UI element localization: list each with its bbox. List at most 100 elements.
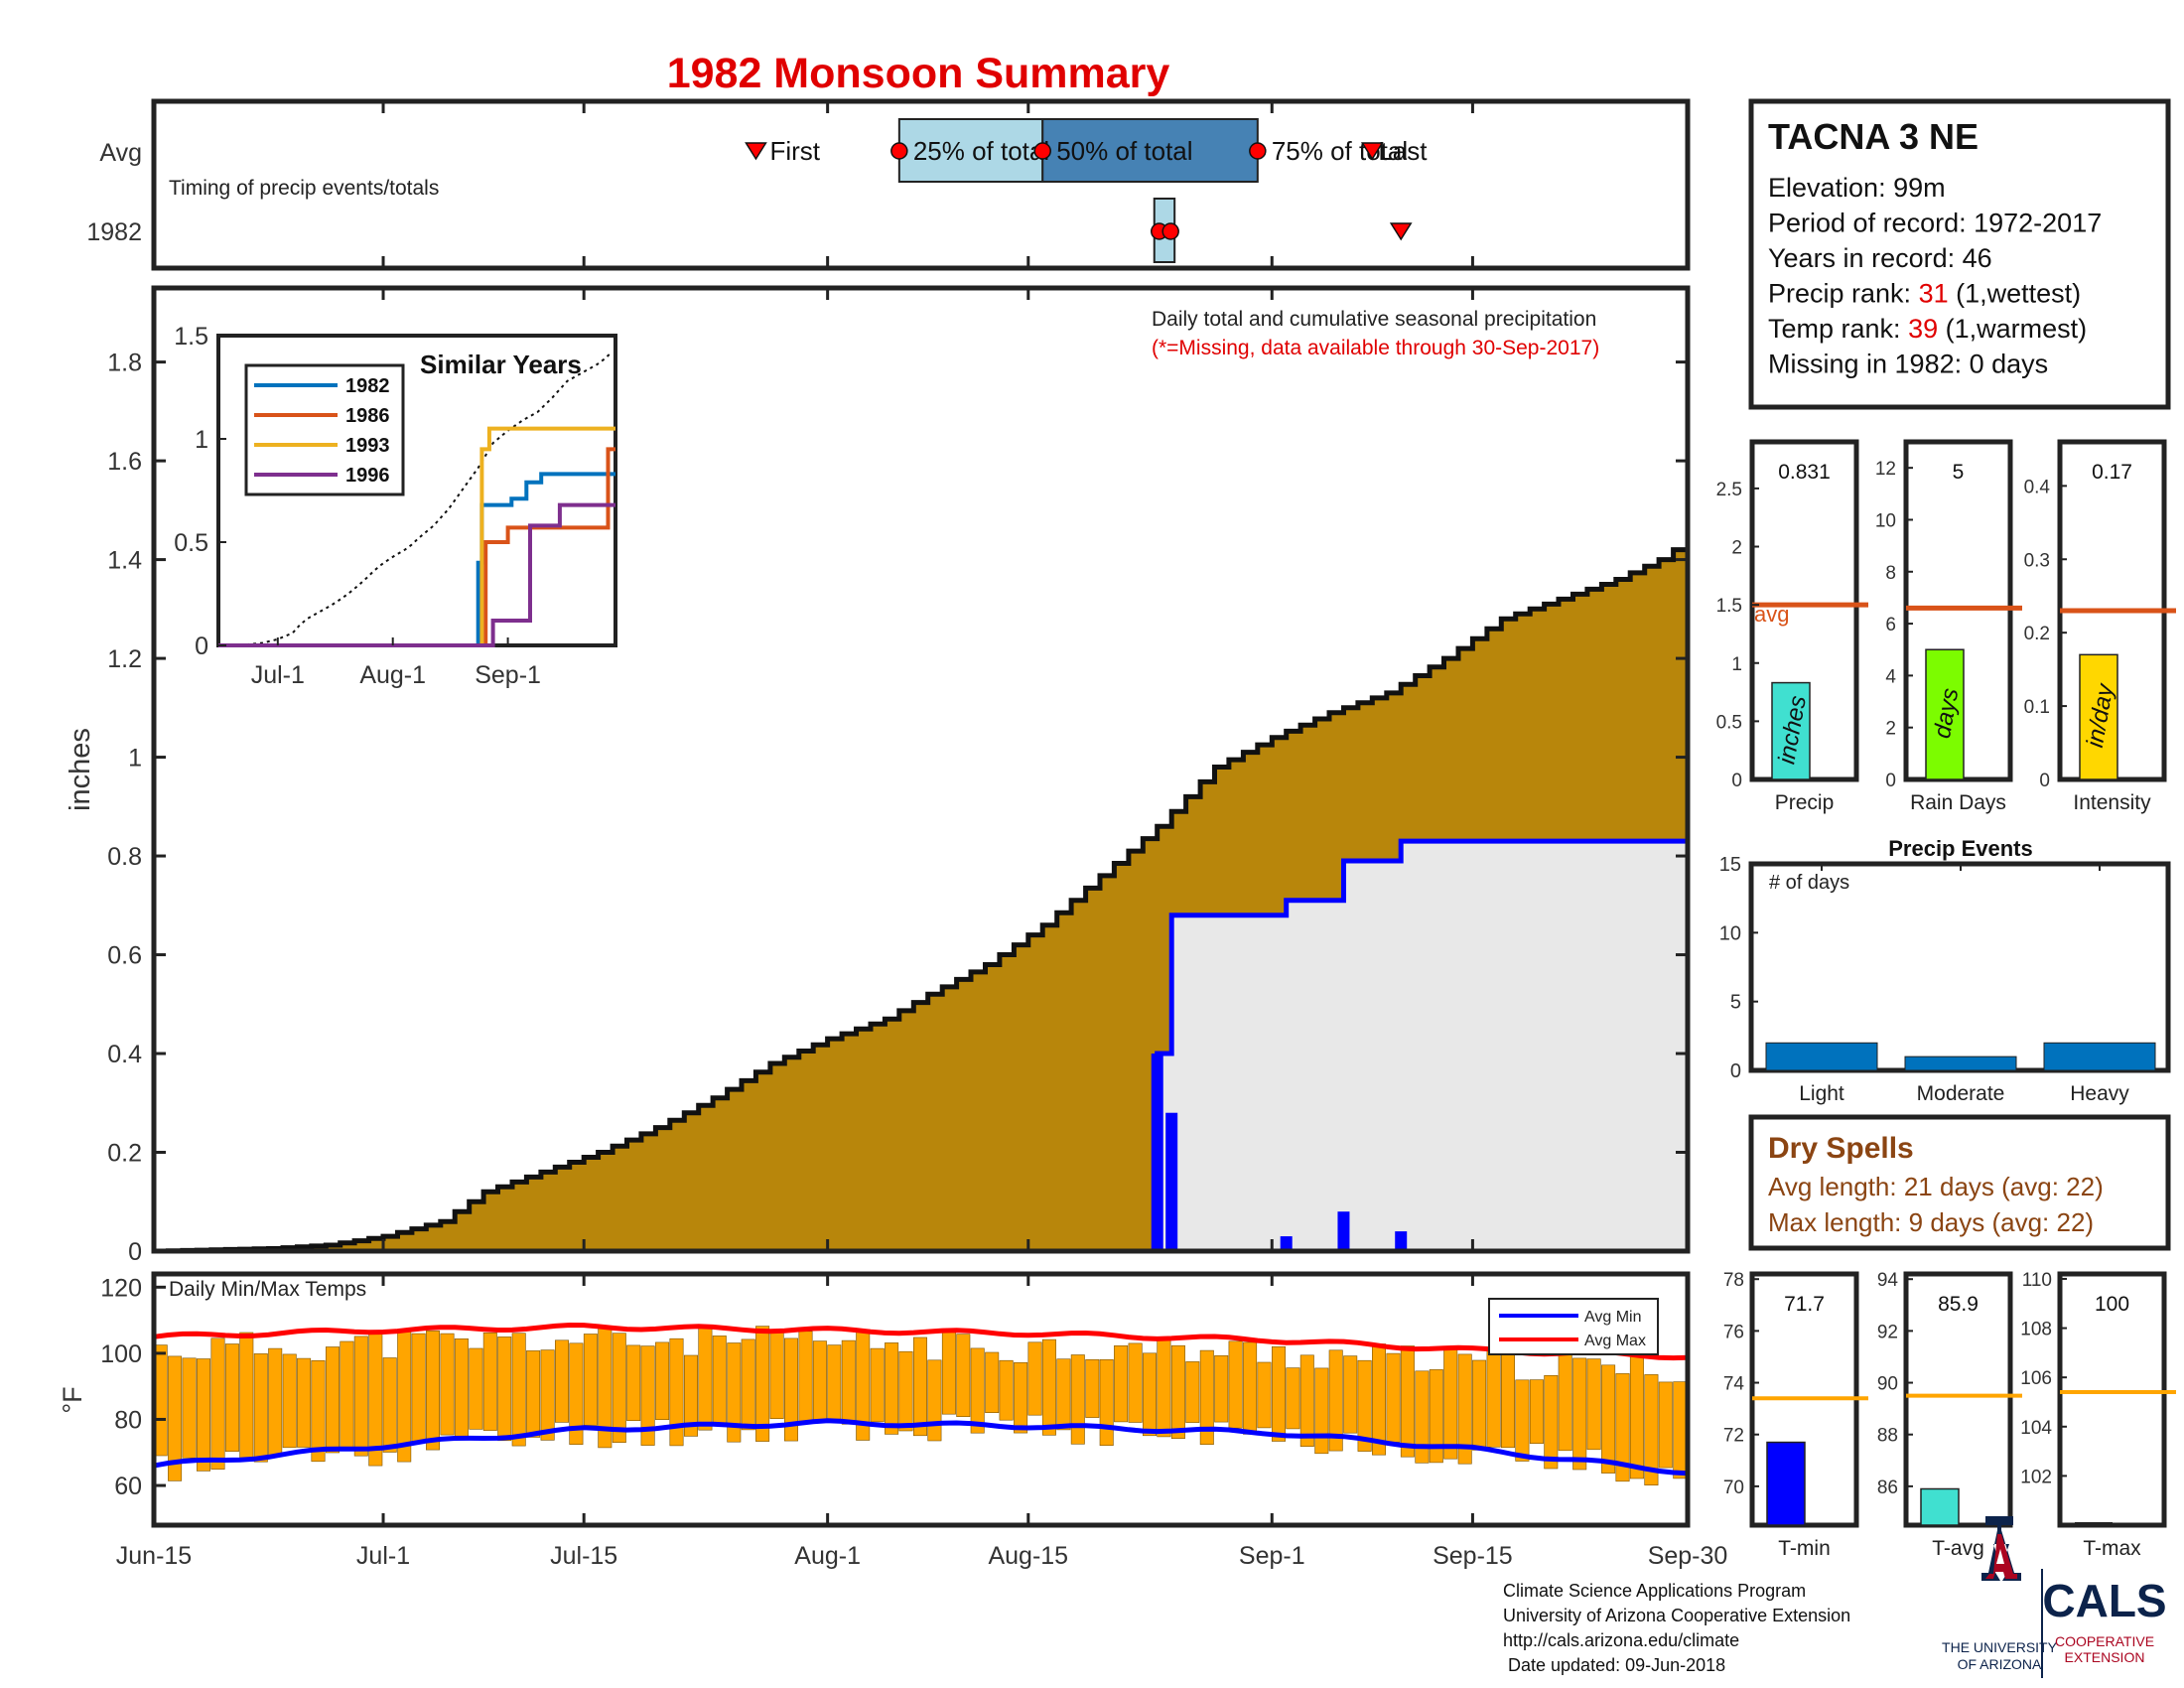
daily-temp-bar bbox=[783, 1337, 798, 1442]
daily-temp-bar bbox=[282, 1353, 297, 1449]
daily-temp-bar bbox=[1243, 1341, 1258, 1435]
daily-temp-bar bbox=[798, 1331, 813, 1424]
temp-legend: Avg Min Avg Max bbox=[1488, 1298, 1659, 1355]
temp-mini-tick-label: 94 bbox=[1877, 1270, 1899, 1291]
daily-temp-bar bbox=[340, 1340, 354, 1449]
daily-temp-bar bbox=[1443, 1345, 1458, 1460]
y-tick-label: 1.6 bbox=[107, 448, 142, 476]
temperature-stat-bars: 71.7 T-min 70 72 74 76 78 85.9 T-avg 86 88 90 92 94 10… bbox=[1723, 1270, 2176, 1560]
station-line: Elevation: 99m bbox=[1768, 173, 1946, 203]
daily-temp-bar bbox=[755, 1326, 770, 1442]
x-tick-label: Jun-15 bbox=[116, 1542, 192, 1570]
daily-temp-bar bbox=[1415, 1370, 1430, 1464]
daily-temp-bar bbox=[927, 1359, 942, 1442]
precip-y-label: inches bbox=[65, 728, 96, 811]
avg-cumulative-outline bbox=[154, 539, 1691, 1254]
daily-temp-bar bbox=[1085, 1359, 1100, 1418]
daily-temp-bar bbox=[1070, 1354, 1085, 1445]
y-tick-label: 0.4 bbox=[107, 1041, 142, 1068]
temp-mini-value-T-min: 71.7 bbox=[1784, 1293, 1825, 1316]
temp-y-tick-label: 120 bbox=[100, 1274, 142, 1302]
temp-mini-bar-T-min bbox=[1766, 1441, 1806, 1526]
timing-caption: Timing of precip events/totals bbox=[169, 177, 439, 200]
y-tick-label: 1.8 bbox=[107, 350, 142, 377]
daily-temp-bar bbox=[454, 1338, 469, 1439]
y-tick-label: 1.4 bbox=[107, 547, 142, 575]
avg-25-50-box bbox=[897, 118, 1044, 183]
precip-panel: Daily total and cumulative seasonal prec… bbox=[65, 285, 1691, 1266]
avg-first-marker bbox=[745, 142, 767, 161]
precip-events-title: Precip Events bbox=[1888, 836, 2033, 861]
temp-mini-tick-label: 72 bbox=[1723, 1426, 1744, 1447]
temp-mini-bar-T-avg bbox=[1920, 1487, 1960, 1526]
temp-y-axis: 60 80 100 120 bbox=[100, 1274, 166, 1500]
legend-label-1986: 1986 bbox=[345, 405, 390, 427]
avg-50-75-box bbox=[1041, 118, 1259, 183]
figure-title: 1982 Monsoon Summary bbox=[667, 50, 1170, 97]
daily-temp-bar bbox=[526, 1350, 541, 1438]
avg-first-label: First bbox=[769, 136, 820, 166]
daily-temp-bar bbox=[1027, 1341, 1042, 1416]
daily-temp-bar bbox=[1257, 1361, 1272, 1429]
footer-line-1: Climate Science Applications Program bbox=[1503, 1581, 1806, 1601]
legend-label-1996: 1996 bbox=[345, 465, 390, 487]
timing-row-1982: 1982 bbox=[86, 218, 142, 246]
temp-y-tick-label: 80 bbox=[114, 1406, 142, 1434]
mini-value-Rain Days: 5 bbox=[1953, 461, 1965, 484]
daily-temp-bar bbox=[569, 1342, 584, 1446]
daily-temp-bar bbox=[1529, 1379, 1544, 1444]
mini-tick-label: 0.5 bbox=[1716, 712, 1742, 733]
event-y-tick-label: 5 bbox=[1730, 992, 1741, 1014]
daily-temp-bar bbox=[1114, 1345, 1129, 1423]
daily-temp-bar bbox=[1014, 1362, 1028, 1434]
mini-bar-Rain Days bbox=[1925, 648, 1965, 780]
precip-plot-area bbox=[154, 539, 1691, 1254]
inset-x-tick-label: Sep-1 bbox=[475, 661, 541, 689]
station-line: Period of record: 1972-2017 bbox=[1768, 209, 2102, 238]
daily-temp-bar bbox=[168, 1355, 183, 1481]
temp-mini-label-T-min: T-min bbox=[1778, 1537, 1831, 1560]
mini-tick-label: 2.5 bbox=[1716, 480, 1742, 500]
daily-temp-bar bbox=[640, 1345, 655, 1446]
temp-mini-label-T-max: T-max bbox=[2083, 1537, 2141, 1560]
similar-years-inset: 0 0.5 1 1.5 Jul-1 Aug-1 Sep-1 Similar Years 19… bbox=[174, 323, 617, 689]
event-bar-Heavy bbox=[2043, 1042, 2156, 1071]
temp-y-tick-label: 60 bbox=[114, 1473, 142, 1500]
daily-temp-bar bbox=[210, 1337, 225, 1471]
temp-mini-label-T-avg: T-avg bbox=[1932, 1537, 1984, 1560]
y-tick-label: 1 bbox=[128, 745, 142, 773]
station-line: Precip rank: 31 (1,wettest) bbox=[1768, 279, 2081, 309]
daily-precip-bar bbox=[1165, 1112, 1178, 1251]
mini-tick-label: 0.4 bbox=[2024, 477, 2051, 497]
y-tick-label: 0.6 bbox=[107, 942, 142, 970]
daily-temp-bar bbox=[683, 1354, 698, 1437]
footer-credits: Climate Science Applications Program Uni… bbox=[1503, 1581, 1850, 1675]
daily-temp-bar bbox=[727, 1342, 742, 1443]
daily-temp-bar bbox=[1185, 1361, 1200, 1423]
daily-temp-bar bbox=[898, 1350, 913, 1432]
avg-last-label: Last bbox=[1378, 136, 1428, 166]
mini-tick-label: 0 bbox=[1885, 771, 1896, 791]
daily-temp-bar bbox=[712, 1336, 727, 1424]
mini-tick-label: 0.1 bbox=[2024, 697, 2050, 718]
daily-temp-bar bbox=[1357, 1359, 1372, 1452]
daily-temp-bar bbox=[612, 1333, 626, 1443]
temp-mini-tick-label: 88 bbox=[1877, 1426, 1898, 1447]
timing-row-avg: Avg bbox=[99, 139, 142, 167]
avg-75-label: 75% of total bbox=[1272, 136, 1408, 166]
precip-note-line2: (*=Missing, data available through 30-Se… bbox=[1152, 337, 1599, 359]
cals-sub-line2: EXTENSION bbox=[2065, 1649, 2145, 1665]
daily-temp-bar bbox=[1400, 1345, 1415, 1458]
daily-temp-bar bbox=[583, 1334, 598, 1426]
daily-temp-bar bbox=[1170, 1344, 1185, 1439]
daily-temp-bar bbox=[812, 1340, 827, 1422]
mini-tick-label: 6 bbox=[1885, 615, 1896, 635]
daily-temp-bar bbox=[1501, 1347, 1516, 1449]
mini-tick-label: 0.2 bbox=[2024, 624, 2050, 644]
legend-avg-max: Avg Max bbox=[1584, 1333, 1646, 1349]
temp-mini-tick-label: 78 bbox=[1723, 1270, 1744, 1291]
inset-series-1982 bbox=[218, 472, 615, 647]
mini-tick-label: 0.3 bbox=[2024, 550, 2050, 571]
avg-min-line bbox=[153, 1418, 1689, 1477]
